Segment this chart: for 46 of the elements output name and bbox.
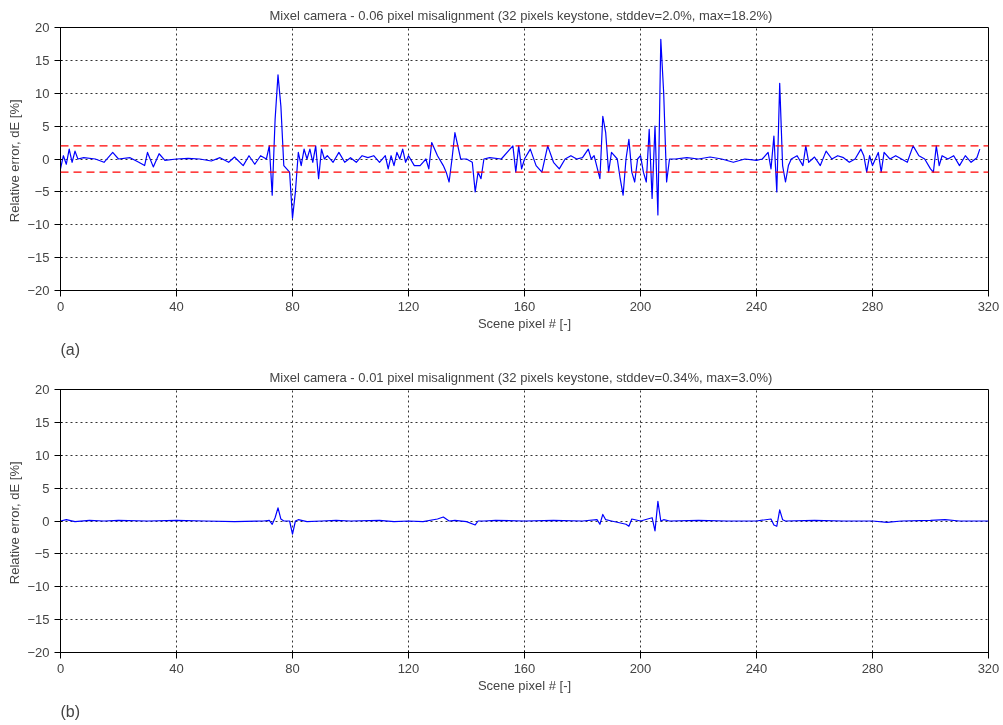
chart-title: Mixel camera - 0.01 pixel misalignment (32 pixels keystone, stddev=0.34%, max=3.0%) xyxy=(269,369,773,385)
x-tick-label: 40 xyxy=(169,298,184,314)
y-tick-label: 10 xyxy=(35,85,50,101)
x-tick-label: 280 xyxy=(861,298,884,314)
x-tick-label: 160 xyxy=(513,298,536,314)
y-tick-label: 15 xyxy=(35,414,50,430)
text: (b) xyxy=(60,702,81,720)
x-tick-label: 120 xyxy=(397,298,420,314)
x-tick-label: 0 xyxy=(56,660,65,676)
x-tick-label: 240 xyxy=(745,660,768,676)
x-axis-title: Scene pixel # [-] xyxy=(477,677,572,693)
x-tick-label: 240 xyxy=(745,298,768,314)
y-tick-label: −5 xyxy=(34,546,50,562)
text: (a) xyxy=(60,340,81,358)
line-series xyxy=(60,500,989,535)
y-tick-label: 20 xyxy=(35,382,50,397)
y-tick-label: −15 xyxy=(27,612,50,628)
y-tick-label: −15 xyxy=(27,250,50,266)
x-tick-label: 200 xyxy=(629,298,652,314)
x-axis-title: Scene pixel # [-] xyxy=(477,315,572,331)
x-tick-label: 160 xyxy=(513,660,536,676)
y-tick-label: 5 xyxy=(42,118,50,134)
y-axis-title: Relative error, dE [%] xyxy=(7,461,23,585)
y-tick-label: 15 xyxy=(35,52,50,68)
y-tick-label: 20 xyxy=(35,20,50,35)
x-tick-label: 40 xyxy=(169,660,184,676)
y-axis-title: Relative error, dE [%] xyxy=(7,99,23,223)
x-tick-label: 80 xyxy=(285,298,300,314)
y-tick-label: 5 xyxy=(42,480,50,496)
y-tick-label: 0 xyxy=(42,513,50,529)
x-tick-label: 0 xyxy=(56,298,65,314)
y-tick-label: 0 xyxy=(42,151,50,167)
x-tick-label: 320 xyxy=(977,298,1000,314)
y-tick-label: −10 xyxy=(27,579,50,595)
x-tick-label: 80 xyxy=(285,660,300,676)
x-tick-label: 120 xyxy=(397,660,420,676)
y-tick-label: −5 xyxy=(34,184,50,200)
x-tick-label: 200 xyxy=(629,660,652,676)
line-series xyxy=(60,38,981,219)
x-tick-label: 320 xyxy=(977,660,1000,676)
y-tick-label: 10 xyxy=(35,447,50,463)
chart-title: Mixel camera - 0.06 pixel misalignment (32 pixels keystone, stddev=2.0%, max=18.2%) xyxy=(269,7,773,23)
y-tick-label: −20 xyxy=(27,645,50,660)
y-tick-label: −10 xyxy=(27,217,50,233)
y-tick-label: −20 xyxy=(27,283,50,298)
x-tick-label: 280 xyxy=(861,660,884,676)
